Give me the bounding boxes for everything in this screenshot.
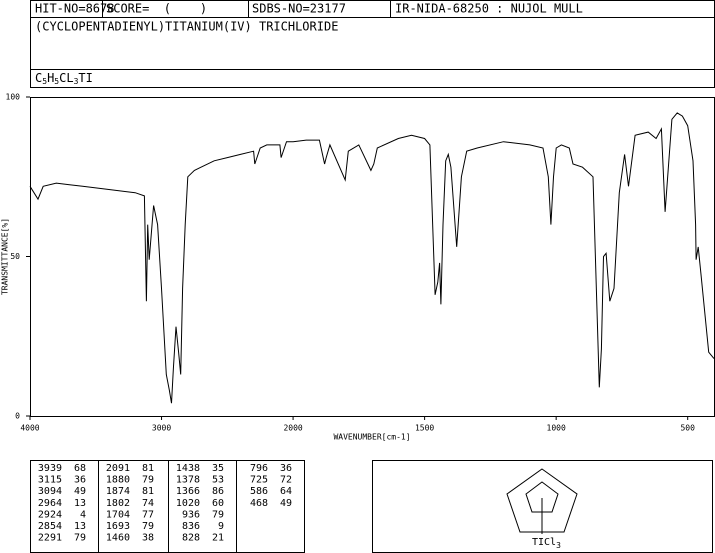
x-axis-label: WAVENUMBER[cm-1] bbox=[333, 433, 410, 442]
peak-wavenumber: 1874 bbox=[106, 486, 130, 497]
peak-transmittance: 72 bbox=[280, 475, 292, 486]
peak-wavenumber: 2924 bbox=[38, 509, 62, 520]
peak-wavenumber: 1366 bbox=[176, 486, 200, 497]
x-tick-label: 1500 bbox=[415, 424, 434, 433]
peak-wavenumber: 1880 bbox=[106, 475, 130, 486]
x-tick-label: 2000 bbox=[283, 424, 302, 433]
method: IR-NIDA-68250 : NUJOL MULL bbox=[395, 2, 583, 16]
peak-transmittance: 77 bbox=[142, 509, 154, 520]
peak-wavenumber: 1460 bbox=[106, 533, 130, 544]
subscript: 5 bbox=[54, 77, 59, 86]
peak-transmittance: 81 bbox=[142, 463, 154, 474]
peak-wavenumber: 836 bbox=[182, 521, 200, 532]
x-tick-label: 1000 bbox=[547, 424, 566, 433]
y-tick-label: 100 bbox=[6, 93, 21, 102]
symbol: CL bbox=[59, 71, 73, 85]
x-tick-label: 4000 bbox=[20, 424, 39, 433]
peak-wavenumber: 2091 bbox=[106, 463, 130, 474]
peak-transmittance: 53 bbox=[212, 475, 224, 486]
peak-transmittance: 79 bbox=[142, 475, 154, 486]
peak-transmittance: 81 bbox=[142, 486, 154, 497]
peak-transmittance: 49 bbox=[74, 486, 86, 497]
subscript: 3 bbox=[74, 77, 79, 86]
y-tick-label: 0 bbox=[15, 412, 20, 421]
peak-wavenumber: 1438 bbox=[176, 463, 200, 474]
peak-wavenumber: 1378 bbox=[176, 475, 200, 486]
peak-transmittance: 36 bbox=[280, 463, 292, 474]
peak-transmittance: 79 bbox=[212, 509, 224, 520]
peak-wavenumber: 725 bbox=[250, 475, 268, 486]
peak-transmittance: 79 bbox=[142, 521, 154, 532]
peak-transmittance: 60 bbox=[212, 498, 224, 509]
peak-transmittance: 9 bbox=[218, 521, 224, 532]
peak-wavenumber: 586 bbox=[250, 486, 268, 497]
peak-transmittance: 35 bbox=[212, 463, 224, 474]
score: SCORE= ( ) bbox=[106, 2, 207, 16]
symbol: TI bbox=[78, 71, 92, 85]
peak-wavenumber: 3094 bbox=[38, 486, 62, 497]
peak-wavenumber: 3939 bbox=[38, 463, 62, 474]
peak-transmittance: 49 bbox=[280, 498, 292, 509]
peak-transmittance: 79 bbox=[74, 533, 86, 544]
peak-transmittance: 4 bbox=[80, 509, 86, 520]
peak-wavenumber: 1802 bbox=[106, 498, 130, 509]
peak-wavenumber: 1020 bbox=[176, 498, 200, 509]
peak-wavenumber: 3115 bbox=[38, 475, 62, 486]
peak-wavenumber: 1704 bbox=[106, 509, 130, 520]
peak-transmittance: 74 bbox=[142, 498, 154, 509]
peak-wavenumber: 468 bbox=[250, 498, 268, 509]
x-tick-label: 3000 bbox=[152, 424, 171, 433]
symbol: TICl bbox=[532, 537, 556, 548]
peak-wavenumber: 796 bbox=[250, 463, 268, 474]
subscript: 3 bbox=[556, 541, 561, 550]
x-tick-label: 500 bbox=[680, 424, 695, 433]
formula: C5H5CL3TI bbox=[35, 71, 93, 86]
plot-frame bbox=[30, 97, 715, 417]
spectrum-line bbox=[29, 112, 715, 404]
y-tick-label: 50 bbox=[10, 252, 20, 261]
peak-transmittance: 64 bbox=[280, 486, 292, 497]
peak-transmittance: 21 bbox=[212, 533, 224, 544]
structure-label: TICl3 bbox=[532, 537, 561, 550]
symbol: C bbox=[35, 71, 42, 85]
peak-transmittance: 86 bbox=[212, 486, 224, 497]
peak-transmittance: 13 bbox=[74, 498, 86, 509]
subscript: 5 bbox=[42, 77, 47, 86]
sdbs-no: SDBS-NO=23177 bbox=[252, 2, 346, 16]
peak-wavenumber: 2964 bbox=[38, 498, 62, 509]
hit-no: HIT-NO=8678 bbox=[35, 2, 114, 16]
symbol: H bbox=[47, 71, 54, 85]
peak-wavenumber: 936 bbox=[182, 509, 200, 520]
peak-transmittance: 36 bbox=[74, 475, 86, 486]
peak-wavenumber: 2854 bbox=[38, 521, 62, 532]
peak-transmittance: 13 bbox=[74, 521, 86, 532]
peak-transmittance: 38 bbox=[142, 533, 154, 544]
peak-transmittance: 68 bbox=[74, 463, 86, 474]
peak-wavenumber: 828 bbox=[182, 533, 200, 544]
y-axis-label: TRANSMITTANCE[%] bbox=[1, 218, 10, 295]
peak-wavenumber: 2291 bbox=[38, 533, 62, 544]
compound-name: (CYCLOPENTADIENYL)TITANIUM(IV) TRICHLORI… bbox=[35, 20, 338, 34]
peak-wavenumber: 1693 bbox=[106, 521, 130, 532]
